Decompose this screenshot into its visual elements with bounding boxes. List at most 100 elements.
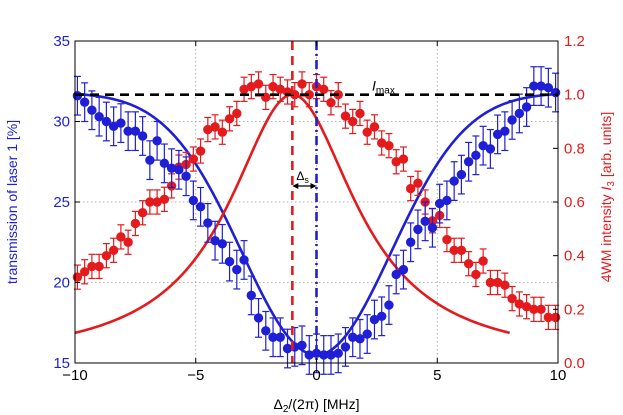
4wm-data-point [123, 237, 133, 247]
transmission-data-point [377, 311, 387, 322]
imax-annotation-subscript: max [376, 86, 395, 97]
transmission-data-point [405, 237, 416, 247]
transmission-data-point [485, 144, 496, 154]
transmission-data-point [463, 157, 474, 167]
y-left-tick-label: 35 [53, 33, 70, 50]
transmission-data-point [275, 332, 285, 342]
4wm-data-point [232, 108, 242, 119]
transmission-data-point [232, 264, 242, 275]
axis-ticks: −10 −5 0 5 10 15 20 25 30 35 0.0 0.2 0.4 0.6 0.8 1.0 1.2 [53, 33, 585, 384]
4wm-data-point [355, 108, 365, 119]
4wm-data-point [72, 272, 83, 282]
transmission-data-point [362, 329, 372, 339]
transmission-data-point [246, 290, 256, 301]
transmission-data-point [137, 131, 148, 141]
y-right-tick-label: 0.8 [564, 140, 585, 157]
transmission-data-point [543, 82, 554, 93]
x-tick-label: 10 [550, 367, 567, 384]
4wm-data-point [253, 79, 264, 89]
transmission-data-point [355, 334, 365, 344]
transmission-data-point [174, 165, 184, 175]
4wm-data-point [130, 218, 141, 229]
4wm-data-point [348, 116, 358, 127]
y-axis-label-right-text: 4WM intensity [598, 190, 614, 282]
x-tick-label: 5 [433, 367, 441, 384]
y-axis-label-right-subscript: 3 [606, 181, 617, 187]
4wm-data-point [159, 194, 170, 205]
4wm-data-point [413, 178, 423, 188]
reference-lines [75, 41, 558, 363]
delta-s-arrowhead-left [292, 183, 299, 189]
transmission-data-point [79, 97, 90, 107]
4wm-data-point [456, 245, 467, 256]
4wm-data-point [116, 232, 126, 242]
transmission-data-point [94, 111, 104, 122]
4wm-data-point [101, 250, 112, 261]
transmission-data-point [398, 264, 409, 275]
y-left-tick-label: 15 [53, 355, 70, 372]
transmission-data-point [224, 256, 235, 267]
4wm-data-point [210, 122, 220, 132]
4wm-data-point [94, 261, 104, 272]
4wm-data-point [384, 140, 394, 151]
4wm-data-point [463, 259, 474, 269]
y-right-tick-label: 0.6 [564, 194, 585, 211]
4wm-data-point [362, 127, 372, 137]
transmission-data-point [391, 269, 401, 280]
4wm-data-point [471, 269, 481, 280]
y-left-tick-label: 20 [53, 275, 70, 292]
transmission-data-point [261, 326, 271, 336]
y-right-tick-label: 0.4 [564, 248, 585, 265]
4wm-data-point [326, 98, 336, 108]
4wm-data-point [478, 256, 488, 266]
y-right-tick-label: 0.0 [564, 355, 585, 372]
y-right-tick-label: 1.2 [564, 33, 585, 50]
x-axis-label: Δ2/(2π) [MHz] [273, 396, 359, 415]
transmission-data-point [188, 195, 199, 206]
4wm-data-point [297, 79, 307, 89]
transmission-data-point [145, 155, 155, 165]
4wm-data-point [442, 234, 452, 245]
transmission-data-point [514, 108, 525, 119]
transmission-data-point [521, 102, 532, 112]
x-axis-label-subscript: 2 [283, 404, 289, 415]
y-right-tick-label: 0.2 [564, 301, 585, 318]
transmission-data-point [297, 340, 307, 350]
y-left-tick-label: 25 [53, 194, 70, 211]
transmission-data-point [152, 136, 162, 146]
delta-s-subscript: s [304, 175, 309, 185]
transmission-data-point [333, 348, 343, 359]
y-axis-label-left: transmission of laser 1 [%] [4, 120, 20, 284]
delta-s-arrowhead-right [310, 183, 317, 189]
4wm-data-point [217, 127, 228, 137]
4wm-data-point [188, 154, 199, 164]
y-axis-label-right-symbol: I [598, 186, 614, 190]
transmission-data-point [449, 176, 459, 186]
x-axis-label-symbol: Δ [273, 396, 282, 412]
transmission-data-point [101, 116, 112, 127]
transmission-data-point [413, 224, 423, 235]
transmission-data-point [384, 300, 394, 310]
transmission-data-point [500, 126, 510, 136]
4wm-data-point [369, 122, 380, 132]
transmission-data-point [239, 255, 249, 265]
transmission-data-point [203, 218, 213, 228]
4wm-data-point [536, 304, 546, 315]
4wm-data-point [195, 146, 206, 156]
4wm-data-point [550, 312, 561, 323]
4wm-data-point [507, 293, 517, 304]
transmission-data-point [159, 158, 170, 169]
imax-annotation: Imax [372, 78, 395, 97]
transmission-data-point [456, 169, 467, 180]
x-tick-label: −5 [187, 367, 204, 384]
x-tick-label: −10 [62, 367, 87, 384]
transmission-data-point [427, 223, 438, 233]
transmission-data-point [507, 115, 517, 125]
transmission-data-point [253, 313, 264, 323]
transmission-data-point [87, 105, 97, 115]
delta-s-annotation [292, 183, 317, 189]
4wm-data-point [137, 208, 148, 218]
4wm-data-point [79, 267, 90, 277]
4wm-data-point [319, 84, 329, 95]
